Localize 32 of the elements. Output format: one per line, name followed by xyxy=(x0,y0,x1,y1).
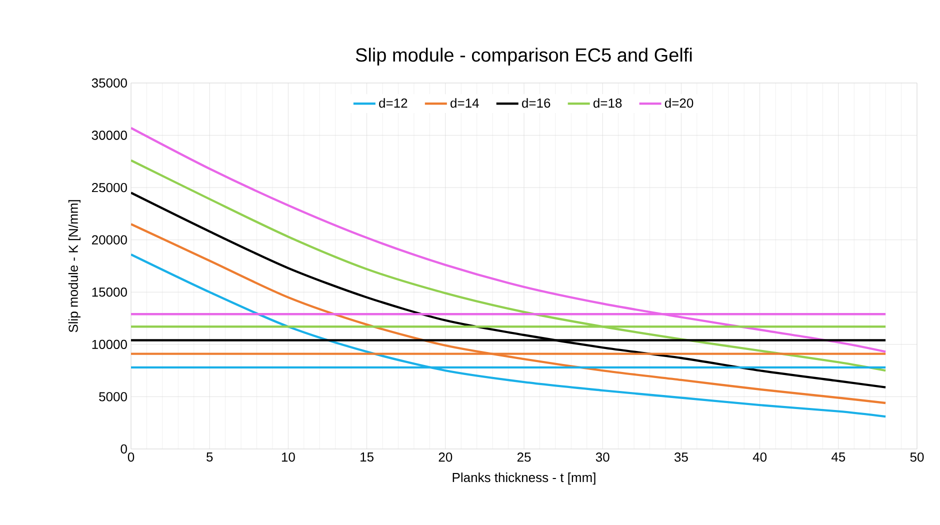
x-axis-title: Planks thickness - t [mm] xyxy=(452,472,596,485)
x-tick-label: 35 xyxy=(674,452,688,462)
y-tick-label: 25000 xyxy=(92,182,127,192)
y-tick-label: 30000 xyxy=(92,130,127,140)
y-axis-title: Slip module - K [N/mm] xyxy=(68,200,81,332)
y-tick-label: 5000 xyxy=(99,392,127,402)
y-tick-label: 15000 xyxy=(92,288,127,297)
chart-title: Slip module - comparison EC5 and Gelfi xyxy=(356,48,692,66)
x-tick-label: 15 xyxy=(360,452,374,462)
line-series xyxy=(131,159,887,372)
x-tick-label: 5 xyxy=(206,452,213,462)
x-tick-label: 30 xyxy=(596,452,610,462)
x-tick-label: 40 xyxy=(752,452,767,462)
legend-label: d=18 xyxy=(593,98,622,108)
x-tick-label: 50 xyxy=(910,452,924,462)
x-tick-label: 10 xyxy=(282,452,295,462)
line-series xyxy=(131,253,887,418)
x-tick-label: 0 xyxy=(128,452,134,462)
legend-label: d=20 xyxy=(664,98,694,108)
y-tick-label: 10000 xyxy=(92,340,127,350)
y-tick-label: 20000 xyxy=(92,235,127,244)
y-tick-label: 35000 xyxy=(92,78,127,88)
line-series xyxy=(131,223,887,404)
x-tick-label: 45 xyxy=(831,452,846,462)
legend-label: d=14 xyxy=(450,98,479,108)
x-tick-label: 20 xyxy=(438,452,452,462)
legend-label: d=12 xyxy=(379,98,408,108)
line-series xyxy=(131,192,887,388)
y-tick-label: 0 xyxy=(120,444,127,454)
legend-label: d=16 xyxy=(522,98,550,108)
x-tick-label: 25 xyxy=(517,452,531,462)
line-series xyxy=(131,126,887,353)
